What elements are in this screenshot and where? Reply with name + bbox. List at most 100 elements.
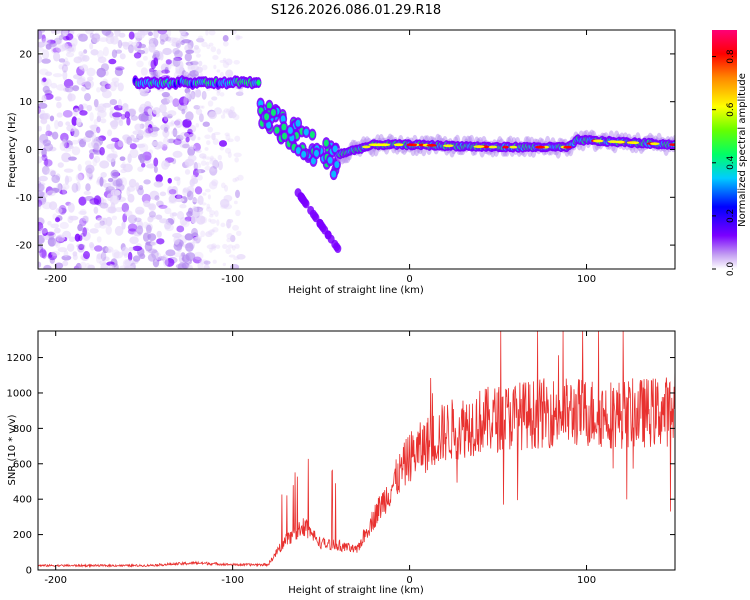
spectral-blob bbox=[162, 47, 172, 56]
spectral-blob bbox=[49, 115, 55, 122]
spectral-blob bbox=[231, 109, 235, 115]
x-tick-label: 100 bbox=[577, 274, 596, 285]
spectral-blob bbox=[135, 209, 144, 215]
spectral-blob bbox=[195, 169, 206, 174]
snr-panel: -200 -100 0 100 0 200 400 600 800 1000 1200 Heigh… bbox=[7, 330, 676, 596]
spectral-blob bbox=[159, 32, 169, 43]
spectral-blob bbox=[65, 175, 73, 183]
spectral-blob bbox=[122, 103, 129, 108]
spectral-blob bbox=[38, 199, 43, 207]
spectral-blob bbox=[100, 171, 107, 178]
spectral-blob bbox=[217, 154, 222, 161]
spectral-blob bbox=[47, 251, 58, 261]
spectral-blob bbox=[212, 159, 219, 169]
spectral-blob bbox=[222, 262, 227, 267]
spectral-blob bbox=[181, 39, 192, 44]
spectral-blob bbox=[78, 33, 88, 42]
spectral-blob bbox=[48, 201, 58, 211]
spectral-blob bbox=[108, 264, 114, 269]
spectral-blob bbox=[164, 257, 175, 267]
spectral-blob bbox=[38, 139, 44, 150]
spectral-blob bbox=[83, 49, 88, 54]
spectral-blob bbox=[117, 98, 122, 109]
spectral-blob bbox=[280, 115, 286, 123]
spectral-blob bbox=[151, 141, 159, 147]
spectral-blob bbox=[52, 73, 63, 78]
spectral-blob bbox=[196, 37, 205, 43]
spectral-blob bbox=[96, 87, 101, 93]
spectral-blob bbox=[137, 30, 146, 39]
spectral-blob bbox=[187, 62, 192, 73]
spectral-blob bbox=[128, 108, 137, 117]
spectral-blob bbox=[225, 108, 233, 115]
spectral-blob bbox=[266, 102, 272, 110]
spectral-blob bbox=[197, 195, 204, 206]
spectral-blob bbox=[211, 246, 217, 251]
spectral-blob bbox=[40, 118, 48, 124]
spectral-blob bbox=[235, 34, 241, 41]
spectral-blob bbox=[135, 182, 140, 192]
spectral-blob bbox=[117, 82, 124, 92]
spectral-blob bbox=[184, 169, 191, 175]
spectral-blob bbox=[155, 50, 164, 59]
x-tick-label: 0 bbox=[406, 575, 412, 586]
spectral-blob bbox=[45, 71, 53, 77]
spectral-blob bbox=[118, 32, 126, 38]
colorbar-tick-label: 0.4 bbox=[726, 155, 736, 170]
spectral-blob bbox=[173, 138, 182, 145]
spectral-blob bbox=[61, 255, 72, 261]
spectral-blob bbox=[124, 210, 133, 217]
spectral-blob bbox=[182, 254, 190, 263]
spectral-blob bbox=[142, 232, 150, 242]
spectral-blob bbox=[155, 214, 163, 220]
spectral-blob bbox=[237, 174, 244, 181]
spectral-blob bbox=[56, 84, 66, 91]
spectral-blob bbox=[191, 205, 198, 216]
spectral-blob bbox=[274, 126, 280, 134]
spectral-blob bbox=[193, 251, 204, 261]
spectral-blob bbox=[227, 151, 232, 158]
spectral-blob bbox=[45, 43, 52, 50]
spectral-blob bbox=[88, 242, 95, 249]
spectral-blob bbox=[193, 142, 201, 152]
spectral-blob bbox=[155, 174, 163, 183]
spectral-blob bbox=[172, 47, 180, 55]
spectral-blob bbox=[84, 30, 95, 35]
spectral-blob bbox=[38, 106, 41, 115]
spectral-blob bbox=[38, 125, 42, 132]
spectral-blob bbox=[100, 251, 107, 262]
spectral-blob bbox=[171, 212, 178, 217]
spectral-blob bbox=[211, 179, 219, 187]
spectral-blob bbox=[63, 250, 69, 258]
spectral-blob bbox=[200, 230, 206, 238]
spectral-blob bbox=[167, 138, 176, 144]
spectral-blob bbox=[109, 81, 117, 92]
spectral-blob bbox=[195, 149, 202, 153]
spectral-blob bbox=[120, 113, 126, 120]
spectral-blob bbox=[206, 44, 211, 50]
spectral-blob bbox=[127, 214, 138, 224]
spectral-blob bbox=[157, 256, 167, 261]
spectral-blob bbox=[128, 31, 135, 40]
spectral-blob bbox=[38, 54, 43, 64]
snr-ylabel: SNR (10 * v/v) bbox=[7, 414, 18, 485]
spectral-blob bbox=[191, 174, 196, 181]
spectral-blob bbox=[159, 39, 165, 45]
spectral-blob bbox=[89, 198, 100, 205]
spectral-blob bbox=[41, 94, 47, 103]
spectral-blob bbox=[309, 209, 317, 219]
spectral-blob bbox=[89, 111, 94, 122]
spectral-blob bbox=[83, 190, 91, 196]
spectral-blob bbox=[121, 161, 126, 171]
spectral-blob bbox=[205, 231, 213, 238]
colorbar-tick-label: 0.8 bbox=[726, 49, 736, 64]
spectral-blob bbox=[56, 101, 62, 109]
spectral-blob bbox=[127, 153, 132, 164]
spectral-blob bbox=[79, 52, 86, 63]
spectral-blob bbox=[488, 145, 498, 149]
spectral-blob bbox=[89, 124, 99, 129]
spectral-blob bbox=[295, 119, 301, 127]
spectral-blob bbox=[71, 116, 78, 127]
spectral-blob bbox=[179, 140, 190, 149]
spectral-blob bbox=[301, 150, 307, 158]
